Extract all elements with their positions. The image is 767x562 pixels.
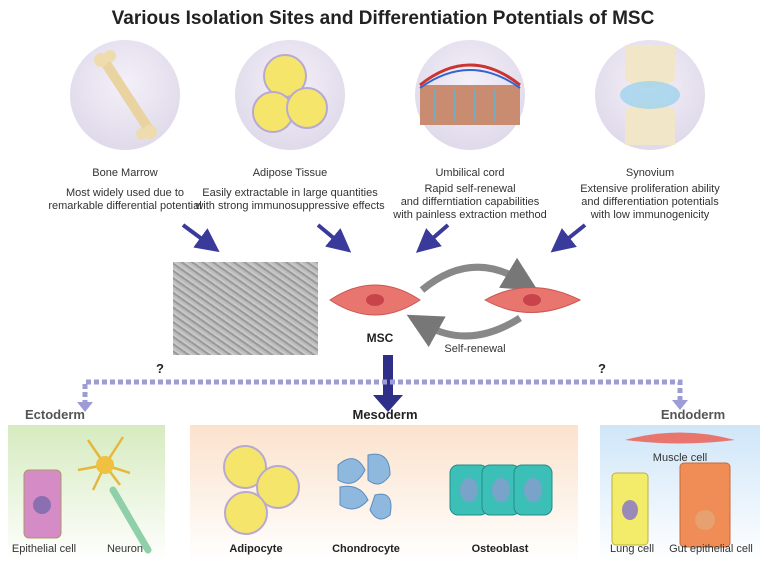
arrow-adipose <box>316 223 352 253</box>
arrow-bone-marrow <box>181 223 220 253</box>
source-description: Easily extractable in large quantities <box>202 187 378 199</box>
source-description: Extensive proliferation ability <box>580 183 720 195</box>
self-renewal-arrow-bottom <box>406 314 522 348</box>
diagram-title: Various Isolation Sites and Differentiat… <box>111 8 655 29</box>
chondrocyte-label: Chondrocyte <box>332 543 400 555</box>
source-label: Umbilical cord <box>435 167 505 179</box>
msc-label: MSC <box>366 331 394 345</box>
source-description: with low immunogenicity <box>590 209 710 221</box>
msc-micrograph <box>173 262 318 355</box>
dashed-arrow <box>82 379 683 405</box>
gut-epithelial-cell-label: Gut epithelial cell <box>669 543 753 555</box>
msc-cell-right <box>483 287 582 313</box>
adipose-tissue-illustration <box>235 40 345 150</box>
arrow-umbilical <box>415 223 450 253</box>
umbilical-cord-illustration <box>415 40 525 150</box>
epithelial-cell-label: Epithelial cell <box>11 543 77 555</box>
source-description: with painless extraction method <box>393 209 547 221</box>
synovium-illustration <box>595 40 705 150</box>
source-label: Bone Marrow <box>92 167 158 179</box>
self-renewal-arrow-top <box>419 257 539 293</box>
ectoderm-label: Ectoderm <box>25 407 85 422</box>
source-description: Most widely used due to <box>65 187 185 199</box>
mesoderm-label: Mesoderm <box>352 407 418 422</box>
msc-cell-left <box>329 284 421 316</box>
source-description: and differentiation potentials <box>581 196 719 208</box>
osteoblast-label: Osteoblast <box>471 543 529 555</box>
mesoderm-arrow <box>383 355 393 395</box>
mesoderm-panel: Adipocyte Chondrocyte Osteoblast <box>190 425 578 562</box>
source-label: Adipose Tissue <box>252 167 328 179</box>
source-description: Rapid self-renewal <box>424 183 516 195</box>
lung-cell-label: Lung cell <box>609 543 655 555</box>
neuron-label: Neuron <box>106 543 144 555</box>
source-label: Synovium <box>625 167 675 179</box>
adipocyte-label: Adipocyte <box>229 543 283 555</box>
source-description: and differntiation capabilities <box>400 196 540 208</box>
source-description: remarkable differential potential <box>48 200 202 212</box>
source-description: with strong immunosuppressive effects <box>195 200 385 212</box>
endoderm-label: Endoderm <box>660 407 726 422</box>
ectoderm-panel: Epithelial cell Neuron <box>8 425 165 562</box>
question-mark-ectoderm: ? <box>156 361 164 376</box>
muscle-cell-label: Muscle cell <box>652 452 708 464</box>
self-renewal-label: Self-renewal <box>444 343 506 355</box>
bone-marrow-illustration <box>70 40 180 150</box>
arrow-synovium <box>550 223 587 253</box>
endoderm-panel: Muscle cell Lung cell Gut epithelial cel… <box>600 425 760 562</box>
question-mark-endoderm: ? <box>598 361 606 376</box>
